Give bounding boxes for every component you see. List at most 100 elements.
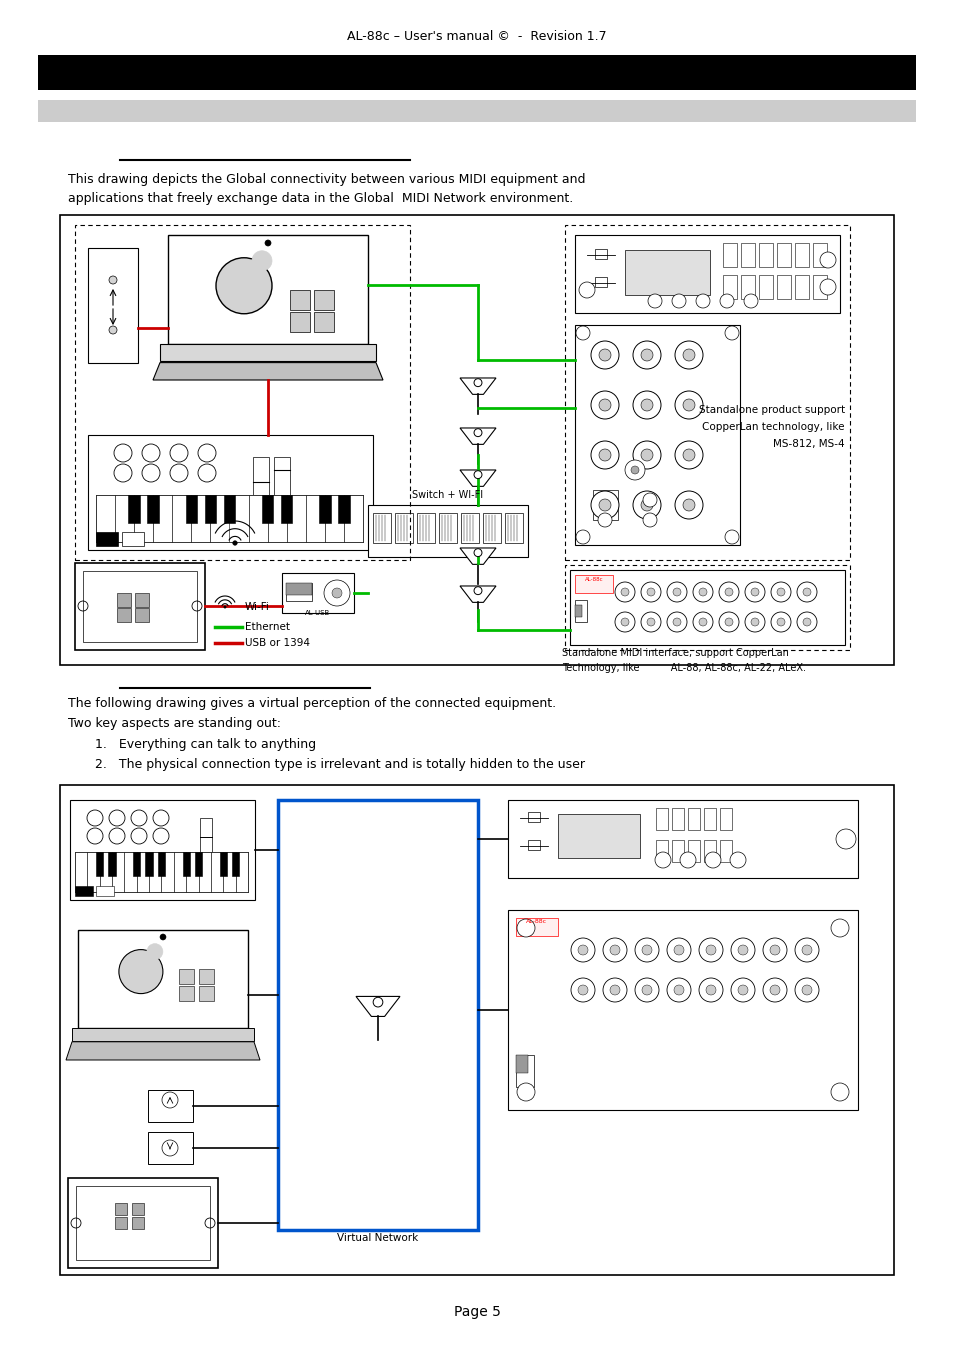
Circle shape xyxy=(598,499,610,511)
Circle shape xyxy=(820,253,835,267)
Circle shape xyxy=(671,295,685,308)
Bar xyxy=(115,494,134,542)
Bar xyxy=(83,571,196,642)
Bar xyxy=(205,494,216,523)
Circle shape xyxy=(630,466,639,474)
Circle shape xyxy=(640,449,652,461)
Bar xyxy=(624,250,709,295)
Bar xyxy=(200,817,212,857)
Bar xyxy=(172,494,192,542)
Circle shape xyxy=(602,978,626,1002)
Polygon shape xyxy=(459,428,496,444)
Circle shape xyxy=(776,588,784,596)
Bar xyxy=(75,852,248,892)
Bar xyxy=(740,276,754,299)
Circle shape xyxy=(641,944,651,955)
Bar xyxy=(286,584,312,601)
Circle shape xyxy=(724,530,739,544)
Circle shape xyxy=(730,978,754,1002)
Bar xyxy=(569,570,844,644)
Text: The following drawing gives a virtual perception of the connected equipment.: The following drawing gives a virtual pe… xyxy=(68,697,556,711)
Circle shape xyxy=(152,828,169,844)
Circle shape xyxy=(770,612,790,632)
Circle shape xyxy=(142,444,160,462)
Bar xyxy=(575,326,740,544)
Bar xyxy=(722,243,737,267)
Circle shape xyxy=(598,399,610,411)
Circle shape xyxy=(719,612,739,632)
Bar xyxy=(148,1132,193,1165)
Polygon shape xyxy=(66,1042,260,1061)
Bar xyxy=(38,55,915,91)
Circle shape xyxy=(113,444,132,462)
Bar xyxy=(290,312,310,332)
Bar xyxy=(703,840,716,862)
Bar xyxy=(75,852,88,892)
Bar xyxy=(129,494,140,523)
Circle shape xyxy=(474,428,481,436)
Text: 2.   The physical connection type is irrelevant and is totally hidden to the use: 2. The physical connection type is irrel… xyxy=(95,758,584,771)
Bar xyxy=(759,276,772,299)
Circle shape xyxy=(517,1084,535,1101)
Bar xyxy=(136,852,149,892)
Circle shape xyxy=(571,978,595,1002)
Bar xyxy=(720,808,731,830)
Circle shape xyxy=(474,586,481,594)
Circle shape xyxy=(699,617,706,626)
Bar xyxy=(575,576,613,593)
Circle shape xyxy=(647,295,661,308)
Bar xyxy=(219,852,227,875)
Bar xyxy=(199,969,214,985)
Bar xyxy=(504,513,522,543)
Bar xyxy=(593,490,618,520)
Circle shape xyxy=(474,470,481,478)
Circle shape xyxy=(820,280,835,295)
Circle shape xyxy=(640,499,652,511)
Circle shape xyxy=(672,617,680,626)
Circle shape xyxy=(576,530,589,544)
Polygon shape xyxy=(459,470,496,486)
Text: MS-812, MS-4: MS-812, MS-4 xyxy=(773,439,844,449)
Circle shape xyxy=(641,985,651,994)
Text: Switch + WI-FI: Switch + WI-FI xyxy=(412,490,483,500)
Circle shape xyxy=(730,938,754,962)
Circle shape xyxy=(672,588,680,596)
Bar xyxy=(88,435,373,550)
Circle shape xyxy=(720,295,733,308)
Bar xyxy=(268,494,287,542)
Bar xyxy=(482,513,500,543)
Circle shape xyxy=(160,934,166,940)
Bar xyxy=(96,494,363,542)
Polygon shape xyxy=(459,378,496,394)
Bar xyxy=(96,852,103,875)
Bar xyxy=(96,886,113,896)
Bar xyxy=(460,513,478,543)
Text: Technology, like          AL-88, AL-88c, AL-22, ALeX.: Technology, like AL-88, AL-88c, AL-22, A… xyxy=(561,663,805,673)
Polygon shape xyxy=(355,997,399,1016)
Bar xyxy=(812,276,826,299)
Circle shape xyxy=(724,588,732,596)
Circle shape xyxy=(835,830,855,848)
Circle shape xyxy=(724,617,732,626)
Bar xyxy=(314,312,334,332)
Circle shape xyxy=(576,326,589,340)
Bar xyxy=(306,494,325,542)
Circle shape xyxy=(633,390,660,419)
Circle shape xyxy=(675,340,702,369)
Bar xyxy=(157,852,165,875)
Circle shape xyxy=(682,449,695,461)
Bar xyxy=(703,808,716,830)
Bar xyxy=(338,494,350,523)
Bar xyxy=(78,929,248,1028)
Bar xyxy=(575,600,586,621)
Circle shape xyxy=(640,612,660,632)
Circle shape xyxy=(801,985,811,994)
Circle shape xyxy=(666,582,686,603)
Bar xyxy=(687,840,700,862)
Bar xyxy=(186,852,198,892)
Bar xyxy=(60,215,893,665)
Circle shape xyxy=(131,811,147,825)
Bar xyxy=(135,608,149,621)
Bar xyxy=(438,513,456,543)
Bar xyxy=(199,986,214,1001)
